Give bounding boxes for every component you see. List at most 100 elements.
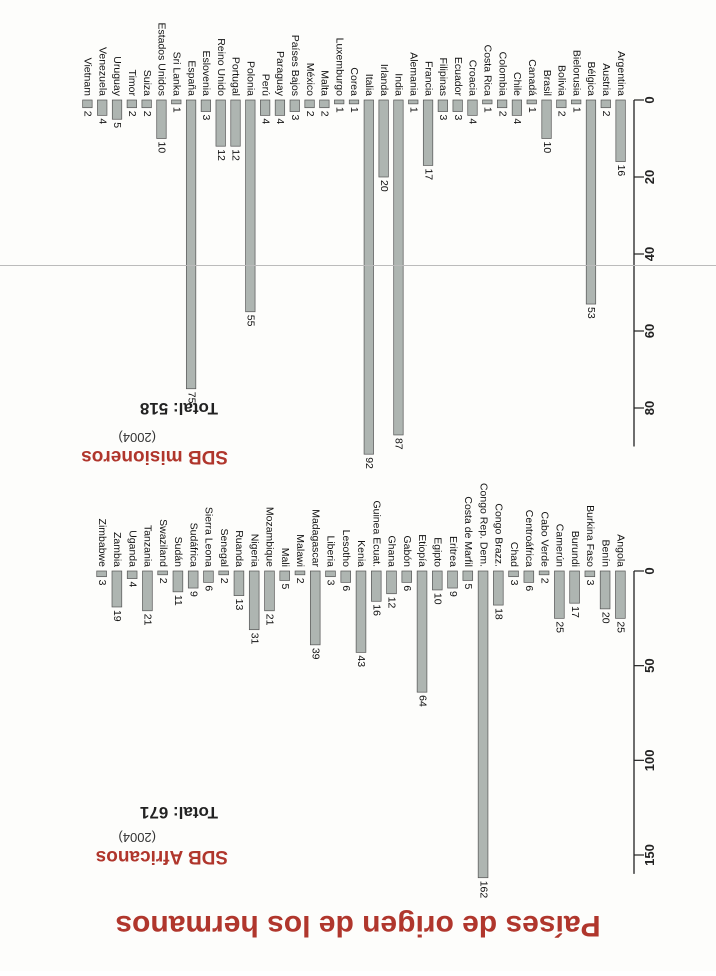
category-label: Portugal: [230, 57, 242, 96]
data-label: 2: [600, 111, 612, 117]
chart-title-africanos: SDB Africanos: [96, 846, 228, 867]
bar: [378, 99, 389, 178]
bar: [156, 99, 167, 139]
data-label: 3: [508, 580, 520, 586]
bar: [571, 99, 582, 105]
category-label: Nigeria: [248, 534, 260, 567]
data-label: 5: [462, 583, 474, 589]
category-label: Croacia: [467, 60, 479, 96]
data-label: 2: [538, 578, 550, 584]
bar: [348, 99, 360, 105]
bar: [462, 570, 474, 581]
bar: [111, 99, 123, 120]
bar: [233, 570, 245, 596]
category-label: Sierra Leona: [203, 507, 215, 567]
bar: [142, 570, 153, 612]
tick-label: 0: [642, 567, 657, 574]
category-label: Argentina: [615, 51, 627, 96]
category-label: Irlanda: [378, 64, 390, 96]
data-label: 162: [477, 881, 489, 899]
bar: [274, 99, 286, 116]
data-label: 25: [615, 621, 627, 633]
category-label: Vietnam: [82, 58, 94, 97]
bar: [477, 570, 489, 879]
category-label: Kenia: [355, 540, 367, 567]
chart-subtitle-africanos: (2004): [118, 830, 156, 845]
bar: [497, 99, 508, 109]
category-label: Malta: [319, 70, 331, 96]
data-label: 10: [541, 142, 553, 154]
data-label: 12: [230, 149, 242, 161]
tick-label: 80: [642, 401, 657, 415]
bar: [248, 570, 260, 631]
data-label: 2: [141, 111, 153, 117]
bar: [264, 570, 275, 612]
scan-line: [0, 265, 716, 266]
data-label: 6: [203, 585, 215, 591]
data-label: 55: [245, 315, 257, 327]
category-label: Corea: [348, 67, 360, 96]
bar: [511, 99, 523, 116]
bar: [218, 570, 229, 576]
category-label: México: [304, 63, 316, 96]
bar: [554, 570, 565, 619]
data-label: 19: [111, 610, 123, 622]
bar: [600, 99, 611, 109]
bar: [467, 99, 478, 116]
category-label: India: [393, 73, 405, 96]
data-label: 21: [264, 614, 276, 626]
bar: [523, 570, 535, 583]
data-label: 3: [325, 580, 337, 586]
data-label: 4: [511, 118, 523, 124]
bar: [325, 570, 336, 578]
category-label: Angola: [615, 534, 627, 567]
category-label: Swaziland: [157, 519, 169, 567]
data-label: 11: [172, 595, 184, 606]
category-label: Liberia: [325, 535, 337, 567]
category-label: Francia: [422, 61, 434, 96]
bar: [289, 99, 300, 112]
category-label: Suiza: [141, 70, 153, 96]
bar: [416, 570, 428, 693]
bar: [401, 570, 413, 583]
data-label: 87: [393, 438, 405, 450]
data-label: 1: [170, 107, 182, 113]
bar: [126, 570, 138, 579]
category-label: Filipinas: [437, 57, 449, 96]
bar: [334, 99, 345, 105]
bar: [541, 99, 552, 139]
bar: [82, 99, 93, 109]
data-label: 31: [248, 633, 260, 645]
data-label: 4: [126, 582, 138, 588]
bar: [260, 99, 271, 116]
bar: [309, 570, 321, 646]
category-label: Congo Brazz.: [493, 503, 505, 567]
bar: [447, 570, 458, 589]
category-label: Senegal: [218, 528, 230, 567]
category-label: Bélgica: [585, 62, 597, 97]
bar: [157, 570, 168, 576]
category-label: Timor: [126, 70, 138, 97]
data-label: 6: [523, 585, 535, 591]
category-label: Paraguay: [274, 51, 286, 97]
bar: [585, 99, 597, 305]
data-label: 5: [111, 122, 123, 128]
category-label: Burundi: [569, 531, 581, 567]
data-label: 13: [233, 599, 245, 611]
data-label: 2: [319, 111, 331, 117]
data-label: 10: [432, 593, 444, 605]
bar: [371, 570, 382, 602]
category-label: Uruguay: [111, 56, 123, 96]
bar: [355, 570, 367, 653]
category-label: Reino Unido: [215, 38, 227, 96]
bar: [569, 570, 580, 604]
bar: [408, 99, 419, 105]
category-label: España: [185, 60, 197, 96]
data-label: 92: [363, 457, 375, 469]
category-label: Sri Lanka: [170, 52, 182, 97]
bar: [508, 570, 519, 578]
category-label: Brasil: [541, 70, 553, 96]
category-label: Austria: [600, 63, 612, 96]
